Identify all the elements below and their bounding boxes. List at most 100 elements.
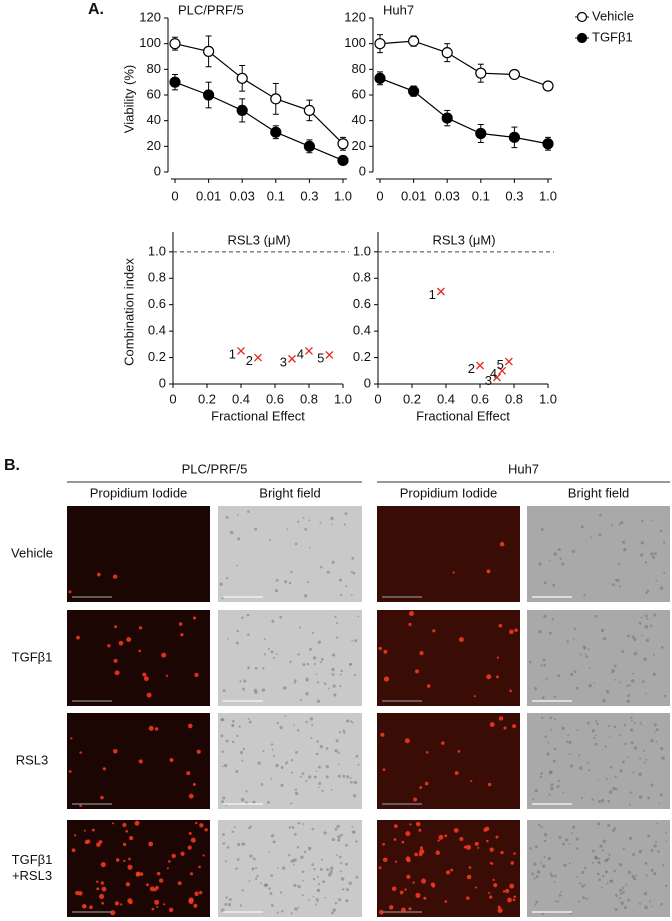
cell-speck (314, 903, 317, 906)
cell-speck (597, 778, 600, 781)
y-tick-label: 0.8 (353, 270, 371, 285)
cell-speck (583, 647, 587, 650)
stained-cell (71, 848, 76, 853)
cell-speck (539, 775, 543, 779)
stained-cell (123, 859, 126, 862)
cell-speck (271, 748, 274, 751)
cell-speck (298, 626, 301, 629)
cell-speck (575, 847, 579, 850)
cell-speck (556, 900, 559, 903)
cell-speck (316, 900, 319, 903)
panel-label: B. (4, 457, 20, 474)
cell-speck (297, 822, 301, 825)
x-tick-label: 0.1 (472, 188, 490, 203)
cell-speck (594, 734, 597, 737)
cell-speck (331, 667, 335, 672)
cell-speck (315, 752, 319, 756)
stained-cell (122, 822, 127, 828)
cell-speck (236, 858, 240, 861)
cell-speck (565, 740, 569, 743)
cell-speck (619, 769, 623, 773)
cell-speck (319, 867, 323, 871)
cell-speck (627, 694, 631, 698)
stained-cell (503, 726, 507, 730)
cell-speck (602, 636, 607, 641)
stained-cell (468, 866, 472, 869)
column-title: Bright field (568, 485, 629, 500)
cell-speck (224, 902, 228, 906)
y-tick-label: 1.0 (353, 243, 371, 258)
cell-speck (643, 657, 647, 661)
cell-speck (658, 802, 661, 805)
cell-speck (665, 831, 668, 834)
stained-cell (393, 824, 398, 829)
stained-cell (165, 674, 169, 677)
cell-speck (329, 866, 334, 871)
cell-speck (568, 843, 571, 845)
cell-speck (339, 578, 343, 582)
cell-speck (227, 903, 232, 907)
cell-speck (337, 751, 340, 754)
stained-cell (419, 849, 425, 855)
cell-speck (346, 888, 350, 892)
micrograph (377, 610, 520, 706)
cell-speck (645, 692, 647, 695)
stained-cell (424, 781, 429, 786)
cell-speck (349, 720, 352, 723)
cell-speck (268, 539, 271, 542)
cell-speck (343, 523, 346, 526)
cell-speck (316, 875, 319, 878)
cell-speck (297, 520, 300, 523)
stained-cell (486, 674, 492, 680)
cell-speck (335, 636, 339, 639)
cell-speck (578, 754, 581, 757)
cell-speck (309, 717, 314, 721)
cell-speck (349, 662, 352, 666)
cell-speck (644, 905, 648, 910)
stained-cell (487, 782, 492, 787)
cell-speck (338, 898, 342, 902)
cell-speck (225, 896, 228, 899)
cell-speck (579, 653, 582, 656)
stained-cell (383, 649, 388, 654)
cell-speck (581, 884, 585, 888)
cell-speck (639, 553, 644, 557)
cell-speck (329, 870, 333, 874)
cell-speck (342, 729, 345, 732)
cell-speck (662, 863, 665, 867)
stained-cell (114, 901, 120, 906)
chart-title: Huh7 (383, 2, 414, 17)
cell-speck (298, 906, 300, 909)
y-tick-label: 0 (154, 163, 161, 178)
column-title: Propidium Iodide (90, 485, 188, 500)
cell-speck (293, 833, 297, 836)
cell-speck (222, 689, 226, 693)
y-tick-label: 0.2 (353, 349, 371, 364)
stained-cell (128, 857, 131, 861)
stained-cell (125, 882, 131, 887)
cell-speck (548, 631, 552, 635)
cell-speck (331, 837, 336, 842)
x-tick-label: 0.8 (505, 391, 523, 406)
cell-speck (345, 585, 348, 588)
cell-speck (220, 718, 224, 722)
stained-cell (437, 839, 440, 842)
x-tick-label: 0.03 (230, 188, 255, 203)
stained-cell (114, 625, 117, 629)
x-tick-label: 0.2 (198, 391, 216, 406)
cell-speck (546, 752, 550, 756)
stained-cell (380, 732, 385, 737)
data-point (270, 93, 282, 105)
y-tick-label: 120 (344, 9, 366, 24)
cell-speck (554, 900, 557, 903)
cell-speck (294, 542, 298, 546)
cell-speck (613, 826, 617, 830)
stained-cell (452, 571, 455, 574)
cell-speck (263, 883, 268, 887)
cell-speck (599, 513, 602, 517)
stained-cell (89, 905, 93, 910)
cell-speck (558, 893, 562, 897)
cell-speck (570, 672, 574, 676)
cell-speck (351, 594, 353, 596)
series-line (379, 77, 549, 145)
